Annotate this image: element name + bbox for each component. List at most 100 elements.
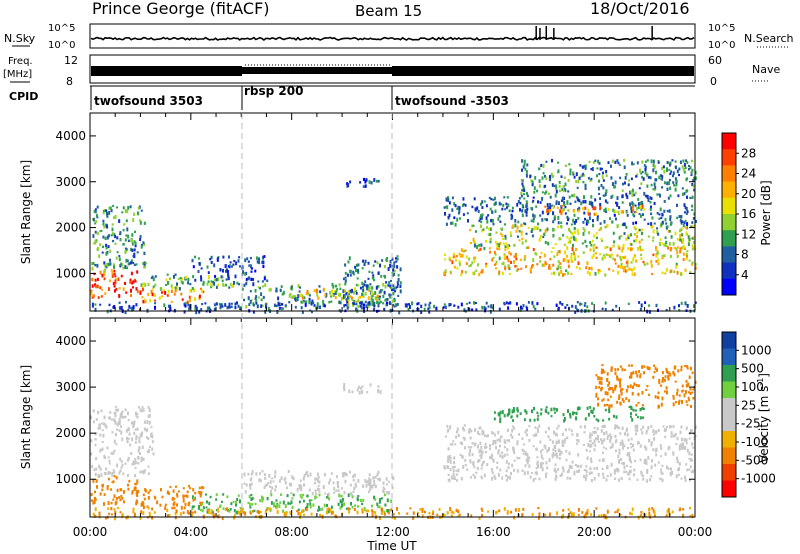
heatmap-cell bbox=[635, 432, 638, 436]
heatmap-cell bbox=[525, 200, 528, 205]
heatmap-cell bbox=[243, 298, 245, 302]
heatmap-cell bbox=[681, 165, 684, 169]
heatmap-cell bbox=[344, 276, 347, 279]
heatmap-cell bbox=[686, 468, 689, 472]
heatmap-cell bbox=[510, 433, 512, 437]
heatmap-cell bbox=[552, 220, 555, 224]
heatmap-cell bbox=[251, 503, 254, 506]
heatmap-cell bbox=[105, 265, 108, 269]
heatmap-cell bbox=[622, 210, 624, 214]
colorbar-swatch bbox=[722, 278, 736, 296]
heatmap-cell bbox=[590, 200, 593, 204]
heatmap-cell bbox=[670, 431, 673, 435]
heatmap-cell bbox=[488, 227, 491, 231]
heatmap-cell bbox=[691, 446, 694, 449]
heatmap-cell bbox=[105, 243, 108, 247]
heatmap-cell bbox=[653, 182, 656, 186]
heatmap-cell bbox=[326, 507, 329, 512]
heatmap-cell bbox=[643, 208, 646, 211]
heatmap-cell bbox=[377, 389, 380, 394]
heatmap-cell bbox=[536, 263, 539, 266]
heatmap-cell bbox=[526, 471, 529, 475]
heatmap-cell bbox=[181, 281, 184, 285]
heatmap-cell bbox=[671, 510, 674, 514]
heatmap-cell bbox=[606, 436, 609, 440]
heatmap-cell bbox=[641, 203, 644, 206]
heatmap-cell bbox=[106, 485, 109, 488]
heatmap-cell bbox=[613, 240, 616, 244]
heatmap-cell bbox=[628, 364, 631, 367]
heatmap-cell bbox=[132, 423, 135, 426]
heatmap-cell bbox=[342, 277, 345, 281]
heatmap-cell bbox=[691, 204, 694, 208]
heatmap-cell bbox=[129, 443, 132, 447]
heatmap-cell bbox=[366, 287, 369, 291]
heatmap-cell bbox=[227, 508, 230, 512]
heatmap-cell bbox=[322, 485, 325, 489]
heatmap-cell bbox=[449, 271, 452, 275]
heatmap-cell bbox=[480, 271, 483, 274]
heatmap-cell bbox=[691, 261, 694, 264]
heatmap-cell bbox=[160, 287, 163, 291]
heatmap-cell bbox=[630, 190, 633, 193]
heatmap-cell bbox=[521, 204, 524, 208]
heatmap-cell bbox=[266, 279, 269, 283]
heatmap-cell bbox=[463, 203, 465, 206]
heatmap-cell bbox=[543, 444, 546, 448]
heatmap-cell bbox=[641, 365, 644, 369]
heatmap-cell bbox=[114, 289, 116, 293]
heatmap-cell bbox=[339, 499, 342, 504]
heatmap-cell bbox=[361, 510, 364, 514]
heatmap-cell bbox=[562, 469, 565, 473]
heatmap-cell bbox=[676, 203, 678, 207]
heatmap-cell bbox=[611, 159, 614, 163]
heatmap-cell bbox=[103, 277, 106, 281]
heatmap-cell bbox=[640, 303, 643, 308]
heatmap-cell bbox=[627, 183, 630, 187]
heatmap-cell bbox=[247, 501, 250, 505]
heatmap-cell bbox=[343, 502, 346, 507]
heatmap-cell bbox=[575, 416, 577, 421]
heatmap-cell bbox=[536, 302, 539, 306]
heatmap-cell bbox=[140, 456, 143, 461]
heatmap-cell bbox=[565, 450, 568, 453]
heatmap-cell bbox=[569, 240, 572, 244]
heatmap-cell bbox=[114, 279, 117, 284]
heatmap-cell bbox=[687, 235, 690, 239]
heatmap-cell bbox=[473, 301, 475, 305]
heatmap-cell bbox=[188, 295, 191, 299]
heatmap-cell bbox=[352, 475, 355, 479]
heatmap-cell bbox=[664, 375, 667, 378]
heatmap-cell bbox=[509, 252, 512, 256]
heatmap-cell bbox=[149, 514, 151, 517]
heatmap-cell bbox=[485, 435, 488, 438]
heatmap-cell bbox=[563, 201, 566, 206]
heatmap-cell bbox=[601, 368, 604, 373]
heatmap-cell bbox=[503, 414, 506, 418]
heatmap-cell bbox=[118, 301, 121, 304]
heatmap-cell bbox=[585, 469, 588, 474]
heatmap-cell bbox=[573, 193, 576, 198]
heatmap-cell bbox=[101, 441, 104, 444]
heatmap-cell bbox=[287, 470, 290, 473]
heatmap-cell bbox=[556, 267, 559, 271]
heatmap-cell bbox=[656, 227, 659, 230]
heatmap-cell bbox=[93, 500, 96, 504]
heatmap-cell bbox=[382, 294, 385, 298]
heatmap-cell bbox=[278, 306, 281, 310]
heatmap-cell bbox=[610, 462, 613, 467]
heatmap-cell bbox=[601, 441, 603, 445]
heatmap-cell bbox=[563, 273, 566, 276]
heatmap-cell bbox=[609, 439, 612, 443]
heatmap-cell bbox=[469, 461, 472, 464]
heatmap-cell bbox=[99, 286, 102, 290]
heatmap-cell bbox=[457, 305, 460, 309]
heatmap-cell bbox=[100, 422, 103, 425]
heatmap-cell bbox=[683, 221, 686, 225]
heatmap-cell bbox=[505, 242, 508, 247]
heatmap-cell bbox=[171, 506, 174, 510]
heatmap-cell bbox=[673, 305, 676, 310]
heatmap-cell bbox=[684, 475, 686, 480]
heatmap-cell bbox=[626, 195, 629, 200]
heatmap-cell bbox=[538, 239, 541, 242]
